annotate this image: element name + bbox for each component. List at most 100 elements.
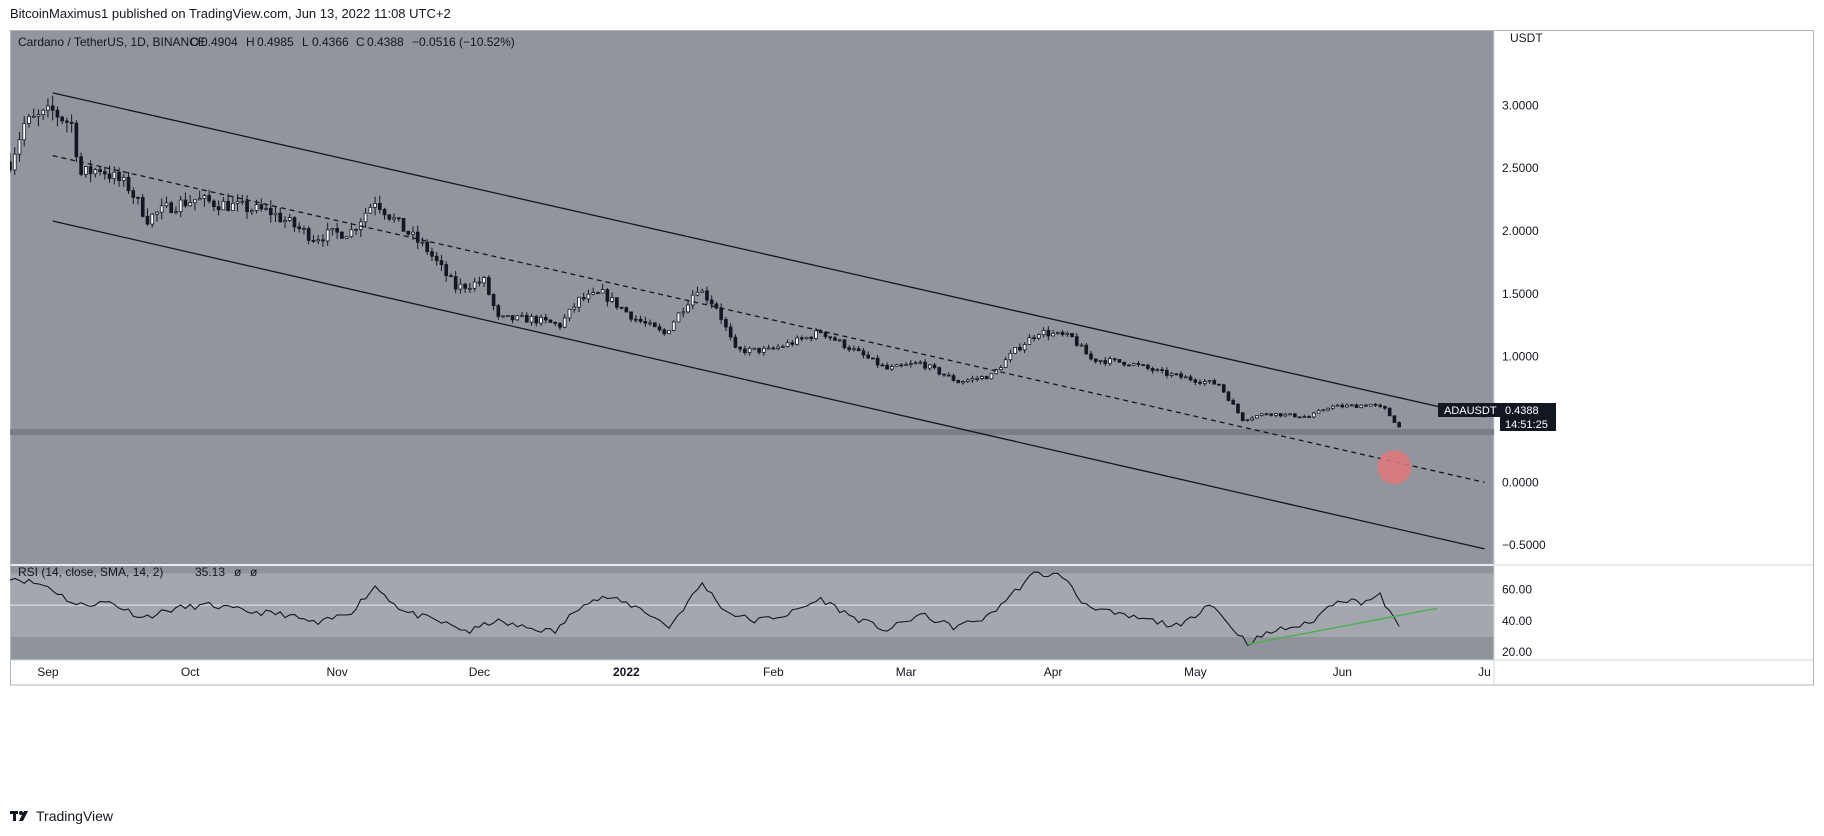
candle-body	[1074, 336, 1079, 346]
candle-body	[1093, 358, 1098, 362]
time-axis-label: Apr	[1044, 665, 1063, 679]
candle-body	[249, 210, 254, 213]
time-axis-label: Ju	[1478, 665, 1491, 679]
candle-body	[126, 176, 131, 192]
candle-body	[1354, 404, 1359, 408]
candle-body	[553, 322, 558, 324]
legend-low: 0.4366	[312, 35, 349, 49]
candle-body	[747, 347, 752, 354]
candle-body	[36, 114, 41, 117]
candle-body	[392, 217, 396, 220]
candle-body	[1245, 419, 1250, 422]
price-tag-bg	[1500, 403, 1556, 431]
candle-body	[795, 337, 799, 345]
legend-symbol: Cardano / TetherUS, 1D, BINANCE	[18, 35, 206, 49]
chart-frame[interactable]: 3.00002.50002.00001.50001.00000.50000.00…	[10, 30, 1814, 798]
candle-body	[420, 241, 425, 244]
candle-body	[415, 231, 420, 243]
candle-body	[1207, 380, 1212, 382]
rsi-line	[10, 571, 1400, 646]
candle-body	[1179, 373, 1183, 378]
candle-body	[1231, 400, 1236, 405]
candle-body	[965, 379, 970, 382]
rsi-empty-2: ø	[250, 565, 258, 579]
candle-body	[1055, 331, 1060, 334]
candle-body	[890, 366, 894, 370]
candle-body	[1359, 404, 1364, 408]
candle-body	[648, 322, 652, 325]
candle-body	[686, 304, 690, 313]
candle-body	[1117, 359, 1122, 363]
candle-body	[771, 347, 776, 350]
candle-body	[107, 173, 112, 180]
candle-body	[136, 196, 140, 199]
candle-body	[145, 215, 150, 225]
candle-body	[468, 287, 472, 290]
candle-body	[780, 346, 785, 348]
candle-body	[629, 311, 633, 320]
tradingview-logo-icon	[10, 811, 28, 821]
candle-body	[1335, 404, 1340, 407]
time-axis-label: Mar	[896, 665, 917, 679]
candle-body	[121, 176, 126, 181]
candle-body	[273, 212, 278, 216]
candle-body	[287, 217, 292, 221]
time-axis-label: Feb	[763, 665, 784, 679]
candle-body	[259, 204, 264, 210]
candle-body	[681, 311, 686, 314]
candle-body	[548, 319, 553, 323]
price-axis-tick: 2.0000	[1502, 224, 1539, 238]
candle-body	[1221, 384, 1226, 393]
support-band	[10, 429, 1494, 436]
candle-body	[396, 217, 401, 220]
candle-body	[1198, 381, 1202, 384]
candle-body	[1037, 334, 1041, 339]
candle-body	[197, 198, 202, 201]
candle-body	[705, 290, 709, 301]
candle-body	[728, 326, 733, 338]
candle-body	[615, 297, 619, 308]
price-tag-price: 0.4388	[1505, 405, 1539, 417]
candle-body	[1084, 344, 1089, 355]
candle-body	[671, 321, 676, 331]
candle-body	[439, 260, 444, 266]
price-axis-unit: USDT	[1510, 31, 1543, 45]
candle-body	[325, 229, 330, 242]
candle-body	[790, 342, 795, 345]
candle-body	[610, 297, 614, 302]
candle-body	[155, 211, 159, 215]
rsi-empty-1: ø	[234, 565, 242, 579]
candle-body	[719, 307, 724, 320]
candle-body	[449, 275, 453, 278]
candle-body	[1307, 416, 1311, 418]
candle-body	[956, 380, 961, 384]
candle-body	[913, 362, 918, 365]
candle-body	[193, 199, 197, 204]
candle-body	[150, 213, 155, 225]
candle-body	[918, 361, 923, 364]
candle-body	[254, 204, 259, 211]
candle-body	[140, 197, 145, 217]
candle-body	[652, 322, 657, 328]
candle-body	[1302, 416, 1307, 418]
rsi-legend: RSI (14, close, SMA, 14, 2)	[18, 565, 163, 579]
candle-body	[558, 322, 562, 328]
legend-close-label: C	[356, 35, 365, 49]
price-chart-svg[interactable]: 3.00002.50002.00001.50001.00000.50000.00…	[10, 30, 1814, 798]
candle-body	[700, 290, 705, 293]
candle-body	[330, 228, 335, 231]
candle-body	[1330, 405, 1335, 409]
candle-body	[837, 339, 842, 342]
candle-body	[591, 292, 595, 295]
price-axis-tick: 2.5000	[1502, 161, 1539, 175]
candle-body	[937, 367, 942, 375]
candle-body	[662, 329, 667, 335]
rsi-value: 35.13	[195, 565, 225, 579]
candle-body	[638, 318, 643, 322]
candle-body	[1013, 347, 1017, 354]
candle-body	[183, 199, 188, 207]
candle-body	[1297, 416, 1302, 419]
candle-body	[762, 347, 766, 353]
candle-body	[1250, 417, 1255, 421]
price-tag: ADAUSDT 0.4388 14:51:25	[1438, 403, 1556, 431]
